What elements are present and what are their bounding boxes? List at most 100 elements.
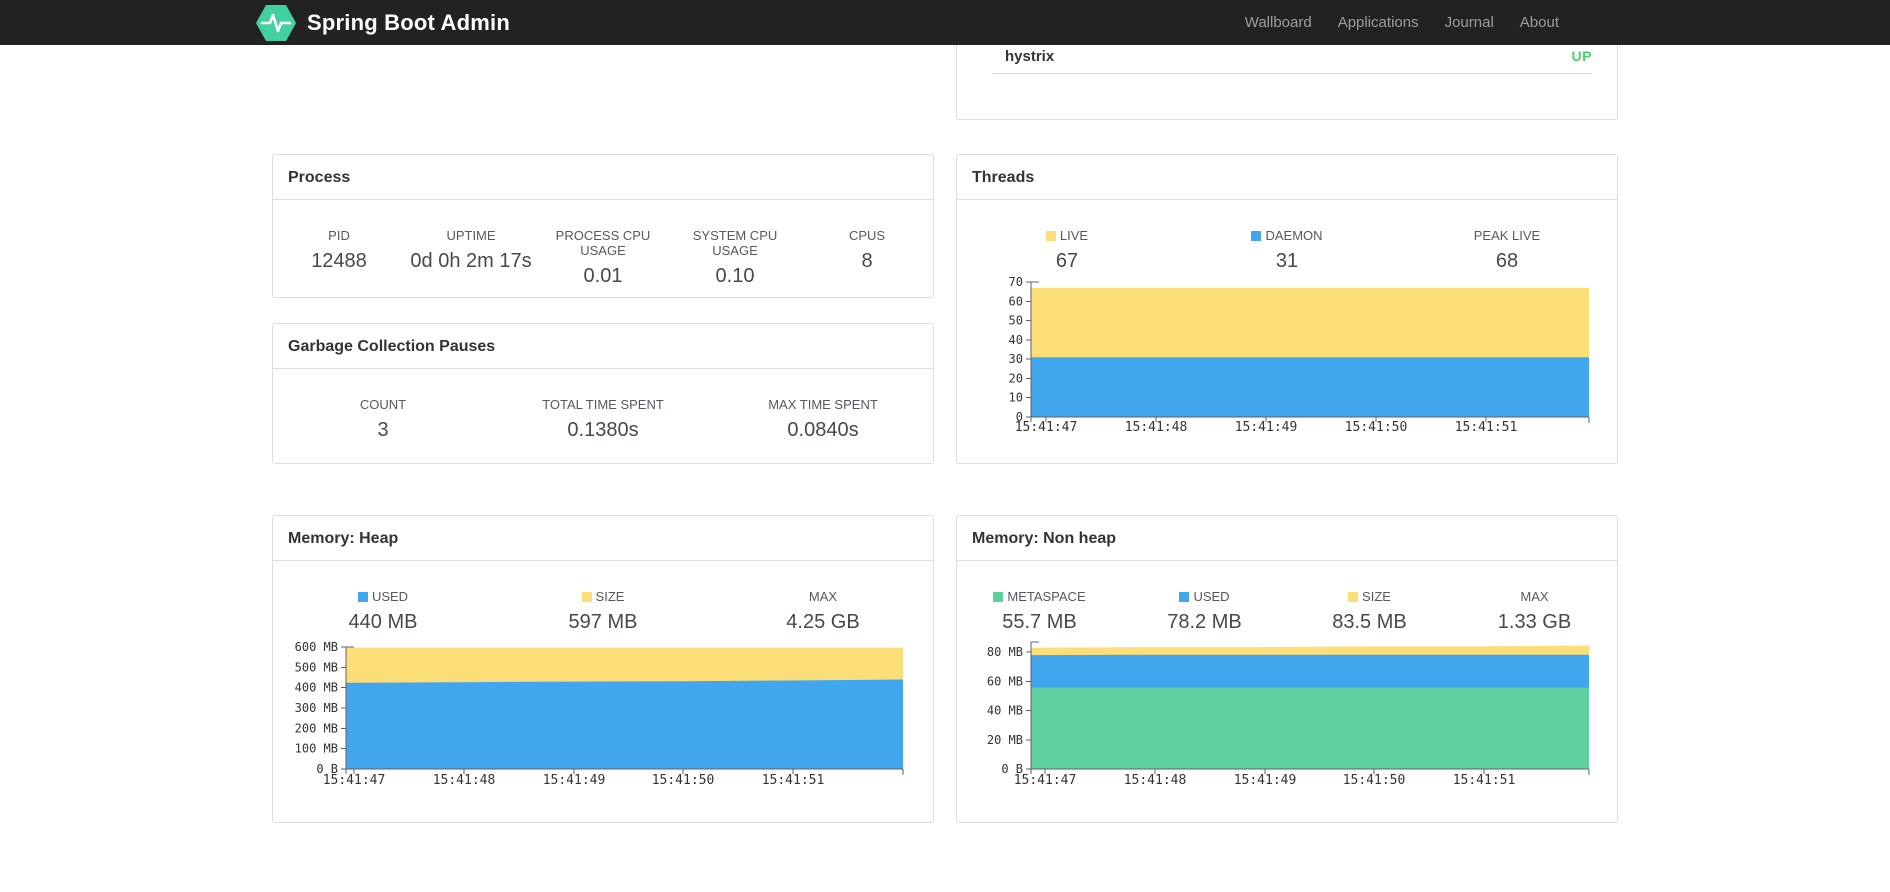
metric-label: MAX TIME SPENT — [768, 397, 878, 412]
metric-value: 68 — [1495, 250, 1519, 272]
y-tick-label: 40 MB — [987, 704, 1023, 718]
metric: PROCESS CPU USAGE 0.01 — [537, 228, 669, 288]
navbar: Spring Boot Admin Wallboard Applications J… — [0, 0, 1890, 45]
metric-value: 55.7 MB — [1002, 611, 1077, 633]
metric-value: 67 — [1055, 250, 1079, 272]
x-tick-label: 15:41:47 — [323, 773, 386, 788]
metric: PID 12488 — [273, 228, 405, 288]
health-status-badge: UP — [1571, 48, 1592, 64]
legend-swatch-icon — [1251, 230, 1262, 241]
panel-threads: Threads LIVE 67 DAEMON 31 PEAK LIVE 68 0 10 20 3… — [956, 154, 1618, 464]
x-tick-label: 15:41:51 — [762, 773, 825, 788]
metric: TOTAL TIME SPENT 0.1380s — [493, 397, 713, 442]
metric-label: TOTAL TIME SPENT — [542, 397, 664, 412]
metric-value: 83.5 MB — [1332, 611, 1407, 633]
metric: USED 440 MB — [273, 589, 493, 634]
y-tick-label: 30 — [1009, 352, 1023, 366]
metric: METASPACE 55.7 MB — [957, 589, 1122, 634]
spring-boot-admin-logo-icon — [256, 4, 296, 41]
memory-nonheap-chart: 0 B 20 MB 40 MB 60 MB 80 MB 15:41:47 15:41:48 1… — [987, 641, 1590, 788]
metric-value: 0d 0h 2m 17s — [410, 250, 532, 272]
metric-value: 0.1380s — [567, 419, 639, 441]
metric: SIZE 83.5 MB — [1287, 589, 1452, 634]
x-tick-label: 15:41:48 — [1124, 773, 1187, 788]
y-tick-label: 50 — [1009, 314, 1023, 328]
area-series-metaspace — [1031, 687, 1589, 769]
heap-metrics: USED 440 MB SIZE 597 MB MAX 4.25 GB — [273, 561, 933, 634]
y-tick-label: 20 MB — [987, 733, 1023, 747]
metric: CPUS 8 — [801, 228, 933, 288]
process-metrics: PID 12488 UPTIME 0d 0h 2m 17s PROCESS CPU US… — [273, 200, 933, 288]
metric-label: SIZE — [1287, 589, 1452, 604]
x-tick-label: 15:41:47 — [1015, 420, 1078, 435]
metric-label: USED — [1122, 589, 1287, 604]
panel-gc: Garbage Collection Pauses COUNT 3 TOTAL TI… — [272, 323, 934, 464]
metric-label: SYSTEM CPU USAGE — [692, 228, 778, 258]
panel-title-memory-heap: Memory: Heap — [273, 516, 933, 561]
legend-swatch-icon — [993, 591, 1004, 602]
x-tick-label: 15:41:49 — [1234, 773, 1297, 788]
x-tick-label: 15:41:50 — [1345, 420, 1408, 435]
metric-value: 0.01 — [583, 265, 623, 287]
nav-link-journal[interactable]: Journal — [1444, 13, 1494, 31]
metric-label: CPUS — [848, 228, 886, 243]
panel-memory-nonheap: Memory: Non heap METASPACE 55.7 MB USED 78.… — [956, 515, 1618, 823]
y-tick-label: 60 MB — [987, 674, 1023, 688]
y-tick-label: 0 B — [316, 762, 338, 776]
y-tick-label: 300 MB — [295, 701, 338, 715]
panel-process: Process PID 12488 UPTIME 0d 0h 2m 17s PROCES… — [272, 154, 934, 298]
x-tick-label: 15:41:49 — [543, 773, 606, 788]
metric-value: 8 — [861, 250, 873, 272]
metric-value: 440 MB — [348, 611, 418, 633]
metric: DAEMON 31 — [1177, 228, 1397, 273]
metric-label: PROCESS CPU USAGE — [555, 228, 651, 258]
area-series-daemon — [1031, 357, 1589, 417]
x-tick-label: 15:41:50 — [1343, 773, 1406, 788]
y-tick-label: 600 MB — [295, 640, 338, 654]
metric-label: MAX — [808, 589, 838, 604]
nav-link-about[interactable]: About — [1519, 13, 1559, 31]
legend-swatch-icon — [1045, 230, 1056, 241]
x-tick-label: 15:41:48 — [1125, 420, 1188, 435]
metric-value: 0.0840s — [787, 419, 859, 441]
metric: PEAK LIVE 68 — [1397, 228, 1617, 273]
metric-label: MAX — [1520, 589, 1549, 604]
health-row: hystrix UP — [992, 45, 1592, 74]
metric-value: 78.2 MB — [1167, 611, 1242, 633]
metric-value: 0.10 — [715, 265, 755, 287]
panel-memory-heap: Memory: Heap USED 440 MB SIZE 597 MB MAX 4.25… — [272, 515, 934, 823]
metric: MAX TIME SPENT 0.0840s — [713, 397, 933, 442]
metric-value: 597 MB — [568, 611, 638, 633]
threads-metrics: LIVE 67 DAEMON 31 PEAK LIVE 68 — [957, 200, 1617, 273]
metric: LIVE 67 — [957, 228, 1177, 273]
y-tick-label: 100 MB — [295, 742, 338, 756]
metric-value: 31 — [1275, 250, 1299, 272]
y-tick-label: 500 MB — [295, 660, 338, 674]
metric-value: 3 — [377, 419, 389, 441]
brand[interactable]: Spring Boot Admin — [254, 2, 510, 44]
metric-label: USED — [273, 589, 493, 604]
x-tick-label: 15:41:48 — [433, 773, 496, 788]
x-tick-label: 15:41:51 — [1455, 420, 1518, 435]
y-tick-label: 40 — [1009, 333, 1023, 347]
panel-title-memory-nonheap: Memory: Non heap — [957, 516, 1617, 561]
metric: MAX 1.33 GB — [1452, 589, 1617, 634]
y-tick-label: 200 MB — [295, 721, 338, 735]
memory-heap-chart: 0 B 100 MB 200 MB 300 MB 400 MB 500 MB 600 MB 1… — [295, 640, 904, 788]
y-tick-label: 400 MB — [295, 681, 338, 695]
y-tick-label: 20 — [1009, 371, 1023, 385]
app-title: Spring Boot Admin — [307, 9, 511, 35]
legend-swatch-icon — [581, 591, 592, 602]
x-tick-label: 15:41:51 — [1453, 773, 1516, 788]
metric-label: PEAK LIVE — [1473, 228, 1541, 243]
x-tick-label: 15:41:49 — [1235, 420, 1298, 435]
metric-label: LIVE — [957, 228, 1177, 243]
legend-swatch-icon — [1348, 591, 1359, 602]
y-tick-label: 10 — [1009, 391, 1023, 405]
metric: UPTIME 0d 0h 2m 17s — [405, 228, 537, 288]
metric: MAX 4.25 GB — [713, 589, 933, 634]
nav-link-wallboard[interactable]: Wallboard — [1244, 13, 1312, 31]
metric-label: METASPACE — [957, 589, 1122, 604]
health-panel: hystrix UP — [956, 45, 1618, 120]
nav-link-applications[interactable]: Applications — [1337, 13, 1419, 31]
